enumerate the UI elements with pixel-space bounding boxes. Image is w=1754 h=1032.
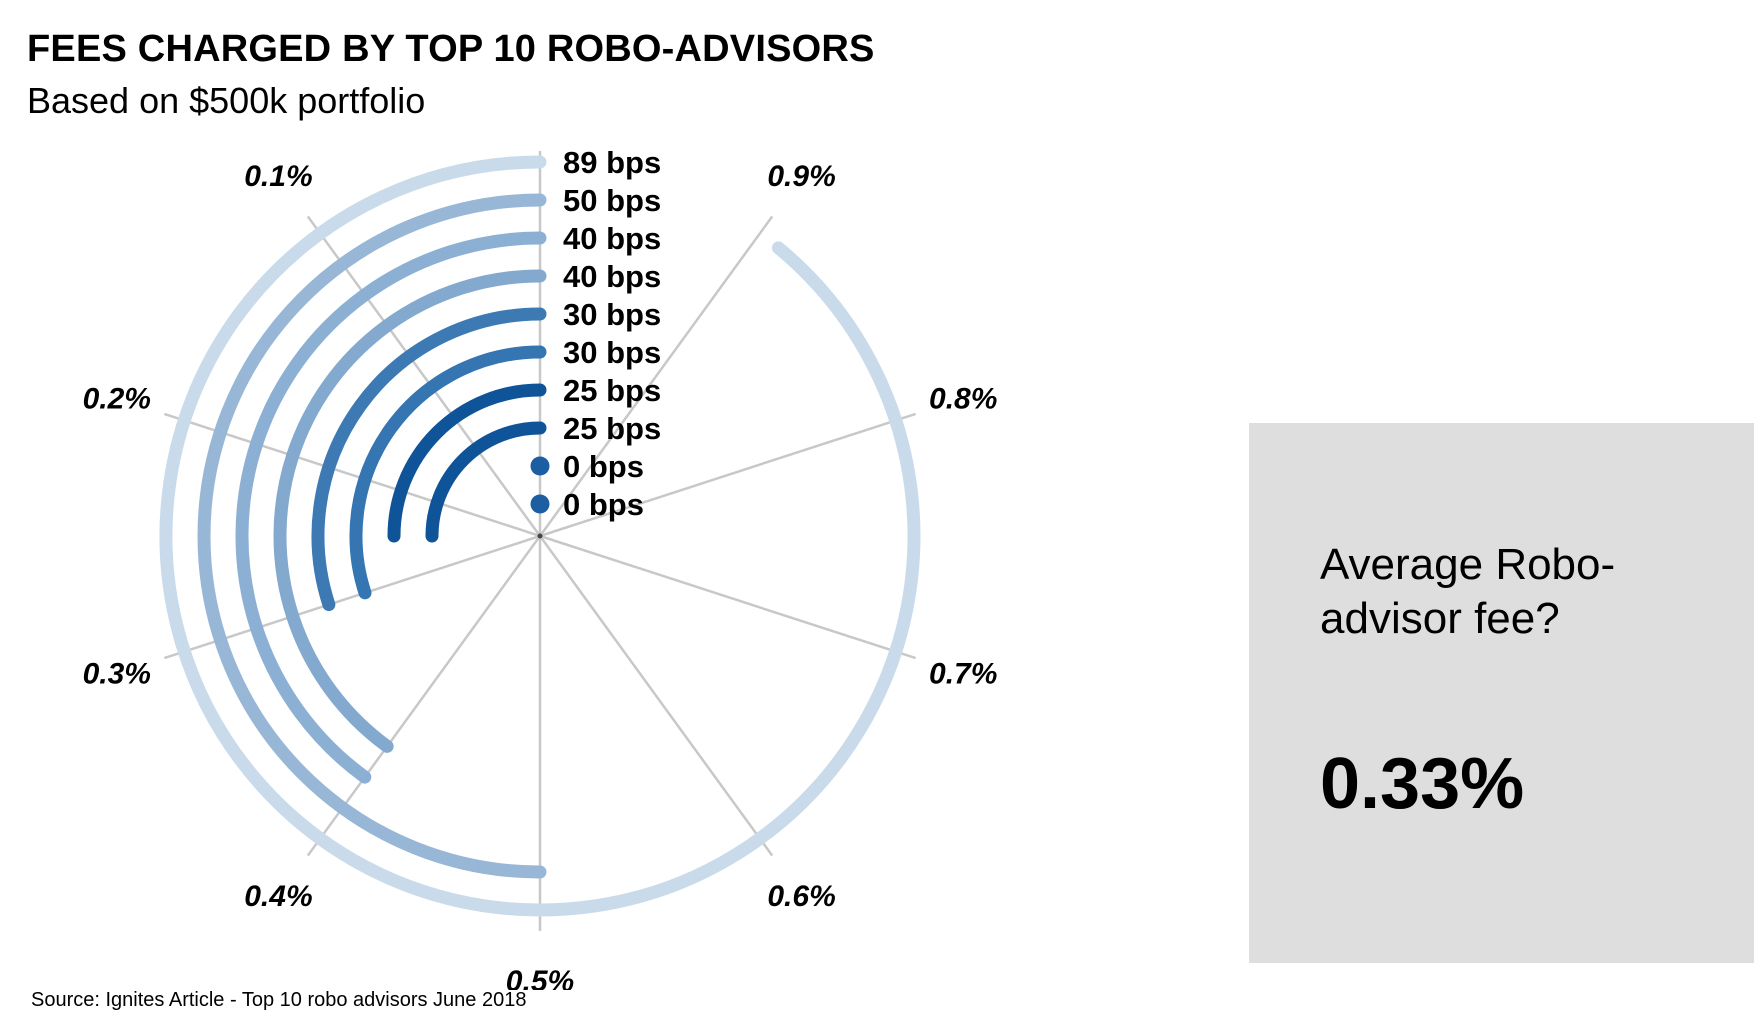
bar-label: 40 bps [563, 259, 661, 294]
gridline-0.2% [163, 412, 541, 538]
angular-gridlines [163, 151, 917, 931]
bar-label: 25 bps [563, 373, 661, 408]
tick-label: 0.3% [83, 658, 151, 691]
gridline-0.4% [306, 535, 542, 857]
bar-arc [349, 345, 547, 600]
chart-subtitle: Based on $500k portfolio [27, 80, 426, 121]
tick-label: 0.8% [929, 382, 997, 415]
bar-dot [530, 456, 550, 476]
gridline-0.6% [538, 535, 774, 857]
bar-label: 0 bps [563, 487, 644, 522]
gridline-0.7% [539, 534, 917, 660]
gridline-0.8% [539, 412, 917, 538]
average-fee-value: 0.33% [1320, 744, 1525, 824]
radial-bar-chart: 0.1% 0.2% 0.3% 0.4% 0.5% 0.6% 0.7% 0.8% 0.9% 89 … [83, 145, 998, 990]
bar-arc [387, 383, 547, 543]
bar-arc [235, 231, 547, 784]
bar-label: 40 bps [563, 221, 661, 256]
bar-label: 25 bps [563, 411, 661, 446]
tick-label: 0.4% [244, 880, 312, 913]
bar-arc [159, 155, 921, 917]
bar-arc [311, 307, 547, 612]
bar-arc [273, 269, 547, 753]
tick-label: 0.7% [929, 658, 997, 691]
average-fee-question: Average Robo-advisor fee? [1320, 540, 1616, 643]
chart-title: FEES CHARGED BY TOP 10 ROBO-ADVISORS [27, 28, 875, 70]
source-note: Source: Ignites Article - Top 10 robo ad… [31, 989, 527, 1011]
bar-label: 0 bps [563, 449, 644, 484]
bar-arc [197, 193, 547, 879]
bars [159, 155, 921, 917]
bar-dot [530, 494, 550, 514]
angular-tick-labels: 0.1% 0.2% 0.3% 0.4% 0.5% 0.6% 0.7% 0.8% 0.9% [83, 160, 998, 990]
tick-label: 0.1% [244, 160, 312, 193]
tick-label: 0.6% [767, 880, 835, 913]
bar-label: 30 bps [563, 335, 661, 370]
tick-label: 0.2% [83, 382, 151, 415]
average-fee-panel: Average Robo-advisor fee? 0.33% [1249, 423, 1754, 963]
bar-label: 50 bps [563, 183, 661, 218]
gridline-0.9% [538, 215, 774, 537]
gridline-0.1% [306, 215, 542, 537]
bar-label: 30 bps [563, 297, 661, 332]
tick-label: 0.5% [506, 965, 574, 990]
center-point [537, 533, 543, 539]
gridline-0.3% [163, 534, 541, 660]
bar-label: 89 bps [563, 145, 661, 180]
bar-arc [425, 421, 547, 543]
tick-label: 0.9% [767, 160, 835, 193]
